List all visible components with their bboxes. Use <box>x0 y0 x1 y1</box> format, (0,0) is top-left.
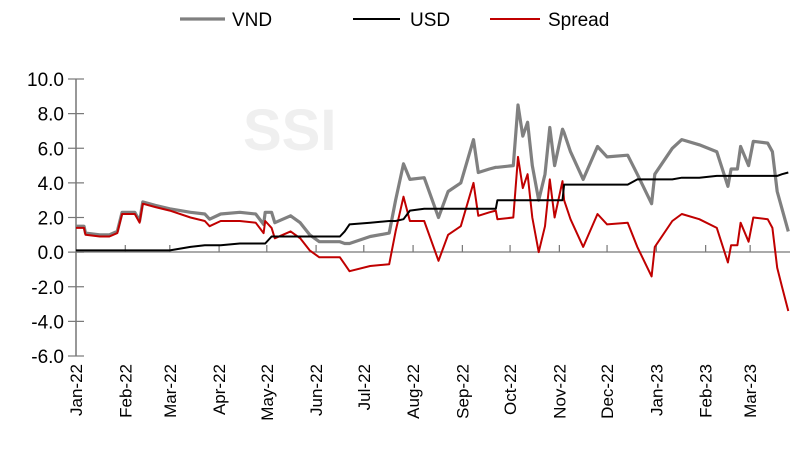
legend-label-spread: Spread <box>548 10 609 31</box>
x-tick-label: Mar-22 <box>161 364 180 418</box>
y-tick-label: 4.0 <box>38 174 64 195</box>
series-lines <box>76 103 790 312</box>
y-tick-label: -2.0 <box>31 278 64 299</box>
x-tick-label: Feb-22 <box>116 364 135 418</box>
y-tick-label: 10.0 <box>27 70 64 91</box>
x-tick-label: May-22 <box>258 364 277 421</box>
legend: VND USD Spread <box>180 10 609 31</box>
x-tick-label: Jan-23 <box>647 364 666 416</box>
x-tick-label: Aug-22 <box>404 364 423 419</box>
x-tick-label: Jan-22 <box>67 364 86 416</box>
x-tick-label: Mar-23 <box>741 364 760 418</box>
x-tick-label: Jun-22 <box>307 364 326 416</box>
y-tick-label: -6.0 <box>31 347 64 368</box>
series-line-vnd <box>76 103 790 246</box>
y-tick-label: -4.0 <box>31 312 64 333</box>
series-line-spread <box>76 155 790 312</box>
watermark: SSI <box>243 98 337 163</box>
y-tick-label: 6.0 <box>38 139 64 160</box>
x-tick-label: Apr-22 <box>210 364 229 415</box>
legend-label-vnd: VND <box>232 10 272 31</box>
y-tick-label: 0.0 <box>38 243 64 264</box>
y-tick-label: 2.0 <box>38 209 64 230</box>
x-tick-label: Nov-22 <box>550 364 569 419</box>
y-tick-label: 8.0 <box>38 105 64 126</box>
x-tick-label: Dec-22 <box>598 364 617 419</box>
x-tick-label: Sep-22 <box>453 364 472 419</box>
x-tick-label: Jul-22 <box>355 364 374 410</box>
x-tick-label: Feb-23 <box>697 364 716 418</box>
x-tick-label: Oct-22 <box>501 364 520 415</box>
legend-label-usd: USD <box>410 10 450 31</box>
series-line-usd <box>76 171 789 252</box>
